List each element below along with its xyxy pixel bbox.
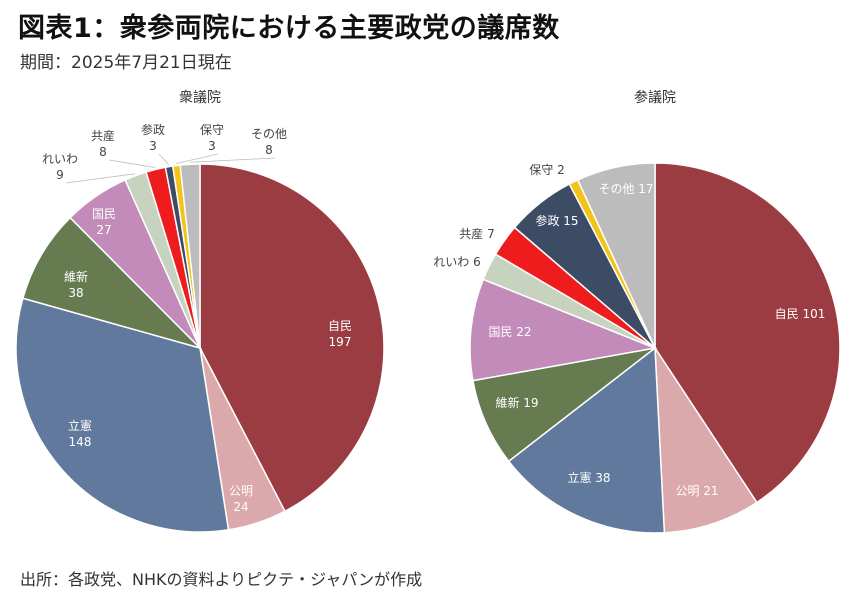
data-label-立憲: 立憲 38 xyxy=(567,470,610,485)
data-label-維新: 維新 19 xyxy=(495,395,538,410)
data-label-保守: 保守 2 xyxy=(529,163,564,177)
data-label-共産: 共産 8 xyxy=(91,128,115,159)
leader-line-保守 xyxy=(176,153,219,164)
data-label-共産: 共産 7 xyxy=(459,226,494,241)
page-subtitle: 期間：2025年7月21日現在 xyxy=(20,53,232,73)
leader-line-その他 xyxy=(189,157,276,163)
pie-shugiin: 自民 197 公明 24 立憲 148 維新 38 国民 27 れいわ 9 共産 8 参政 3 保守 3 その他 8 xyxy=(15,122,385,533)
data-label-その他: その他 17 xyxy=(598,182,653,196)
slice-自民 xyxy=(199,163,385,513)
data-label-自民: 自民 197 xyxy=(328,319,352,349)
data-label-参政: 参政 15 xyxy=(535,213,578,228)
leader-line-れいわ xyxy=(65,173,135,184)
chart-title-sangiin: 参議院 xyxy=(634,89,676,106)
slice-立憲 xyxy=(15,297,230,533)
data-label-れいわ: れいわ 6 xyxy=(433,255,480,269)
data-label-参政: 参政 3 xyxy=(141,122,165,153)
slice-公明 xyxy=(654,345,758,534)
data-label-保守: 保守 3 xyxy=(200,123,224,153)
data-label-自民: 自民 101 xyxy=(775,307,826,321)
slice-国民 xyxy=(469,278,658,382)
data-label-維新: 維新 38 xyxy=(64,269,88,300)
source-note: 出所：各政党、NHKの資料よりピクテ・ジャパンが作成 xyxy=(20,570,423,589)
page-title: 図表1：衆参両院における主要政党の議席数 xyxy=(18,13,560,44)
data-label-れいわ: れいわ 9 xyxy=(42,152,78,182)
data-label-国民: 国民 27 xyxy=(92,207,116,237)
leader-line-参政 xyxy=(158,153,170,165)
data-label-その他: その他 8 xyxy=(251,127,287,157)
chart-title-shugiin: 衆議院 xyxy=(179,89,221,106)
slice-その他 xyxy=(576,162,656,349)
leader-line-共産 xyxy=(108,159,156,168)
data-label-公明: 公明 24 xyxy=(229,484,253,514)
slice-その他 xyxy=(179,163,201,349)
pie-sangiin: 自民 101 公明 21 立憲 38 維新 19 国民 22 れいわ 6 共産 7 参政 15… xyxy=(433,162,841,534)
data-label-公明: 公明 21 xyxy=(675,484,718,498)
slice-維新 xyxy=(21,216,203,350)
data-label-立憲: 立憲 148 xyxy=(68,418,92,449)
slice-立憲 xyxy=(507,346,666,534)
data-label-国民: 国民 22 xyxy=(488,325,531,339)
